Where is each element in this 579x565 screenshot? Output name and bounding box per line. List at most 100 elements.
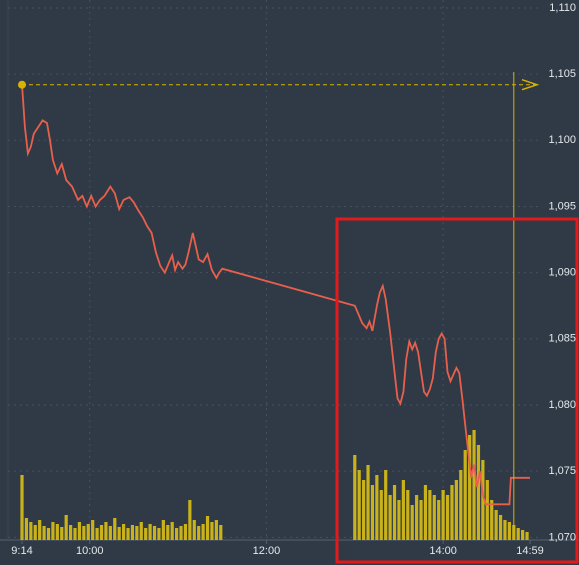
volume-bar	[410, 505, 414, 540]
volume-bar	[210, 522, 214, 540]
volume-bar	[179, 526, 183, 540]
volume-bar	[152, 526, 157, 540]
volume-bar	[130, 525, 135, 540]
volume-bar	[183, 524, 188, 540]
volume-bar	[86, 524, 90, 540]
volume-bar	[197, 526, 201, 540]
volume-bar	[419, 500, 423, 540]
volume-bar	[366, 465, 370, 540]
volume-bar	[108, 526, 112, 540]
x-tick-label: 9:14	[11, 545, 32, 557]
volume-bar	[481, 460, 485, 540]
volume-bar	[148, 524, 152, 540]
volume-bar	[476, 445, 481, 540]
volume-bar	[122, 524, 126, 540]
volume-bar	[357, 470, 361, 540]
y-tick-label: 1,070	[548, 531, 576, 543]
volume-bar	[104, 522, 108, 540]
volume-bar	[437, 500, 441, 540]
volume-bar	[423, 485, 428, 540]
volume-bar	[375, 475, 379, 540]
volume-bar	[139, 522, 143, 540]
volume-bar	[170, 522, 174, 540]
volume-bar	[157, 528, 161, 540]
volume-bar	[468, 435, 472, 540]
volume-bar	[55, 524, 59, 540]
volume-bar	[450, 485, 454, 540]
volume-bar	[384, 470, 388, 540]
volume-bar	[82, 526, 86, 540]
volume-bar	[95, 528, 99, 540]
y-tick-label: 1,090	[548, 267, 576, 279]
reference-dot	[18, 80, 26, 89]
y-tick-label: 1,110	[549, 2, 576, 14]
volume-bar	[117, 527, 121, 540]
x-tick-label: 10:00	[76, 545, 104, 557]
volume-bar	[113, 518, 117, 540]
volume-bar	[77, 522, 82, 540]
volume-bar	[33, 525, 37, 540]
volume-bar	[201, 524, 205, 540]
volume-bar	[362, 480, 366, 540]
volume-bar	[24, 518, 29, 540]
volume-bar	[353, 455, 357, 540]
volume-bar	[126, 528, 130, 540]
price-line	[21, 84, 530, 506]
plot: 1,070 1,075 1,080 1,085 1,090 1,095 1,100 1,105…	[8, 0, 576, 557]
volume-bar	[42, 526, 46, 540]
volume-bar	[490, 500, 494, 540]
volume-bar	[175, 528, 179, 540]
volume-bar	[441, 490, 445, 540]
volume-bar	[503, 520, 507, 540]
volume-bar	[46, 528, 51, 540]
volume-bar	[188, 500, 192, 540]
y-tick-label: 1,085	[548, 333, 576, 345]
y-tick-label: 1,105	[548, 68, 576, 80]
volume-bar	[20, 475, 24, 540]
volume-bar	[73, 528, 77, 540]
volume-bar	[521, 530, 525, 540]
volume-bar	[192, 520, 196, 540]
volume-bar	[135, 526, 139, 540]
volume-bar	[60, 527, 64, 540]
volume-bar	[494, 510, 498, 540]
volume-bar	[161, 520, 165, 540]
volume-bar	[507, 522, 511, 540]
y-tick-label: 1,075	[548, 465, 576, 477]
y-tick-label: 1,100	[548, 134, 576, 146]
x-tick-label: 14:59	[516, 545, 544, 557]
volume-bar	[397, 500, 401, 540]
volume-bar	[29, 522, 33, 540]
volume-bar	[205, 516, 210, 540]
volume-bar	[166, 525, 170, 540]
volume-bar	[214, 520, 218, 540]
volume-bar	[38, 520, 42, 540]
volume-bar	[406, 490, 410, 540]
volume-bar	[51, 522, 55, 540]
volume-bar	[388, 495, 392, 540]
volume-bar	[68, 525, 73, 540]
volume-bar	[64, 515, 68, 540]
volume-bar	[445, 495, 450, 540]
volume-bar	[498, 515, 503, 540]
y-tick-label: 1,095	[548, 200, 576, 212]
volume-bar	[99, 525, 104, 540]
volume-bar	[401, 480, 405, 540]
volume-bar	[219, 525, 223, 540]
volume-bar	[144, 528, 148, 540]
volume-bar	[459, 470, 463, 540]
volume-bar	[463, 450, 467, 540]
x-tick-label: 12:00	[253, 545, 281, 557]
volume-bar	[472, 430, 476, 540]
volume-bar	[485, 480, 489, 540]
volume-bar	[428, 490, 432, 540]
volume-bar	[379, 490, 383, 540]
volume-bar	[91, 520, 95, 540]
volume-bar	[454, 480, 458, 540]
highlight-box	[335, 217, 579, 564]
reference-arrow	[521, 78, 540, 91]
volume-bar	[415, 495, 419, 540]
volume-bar	[516, 528, 520, 540]
volume-bar	[370, 485, 375, 540]
